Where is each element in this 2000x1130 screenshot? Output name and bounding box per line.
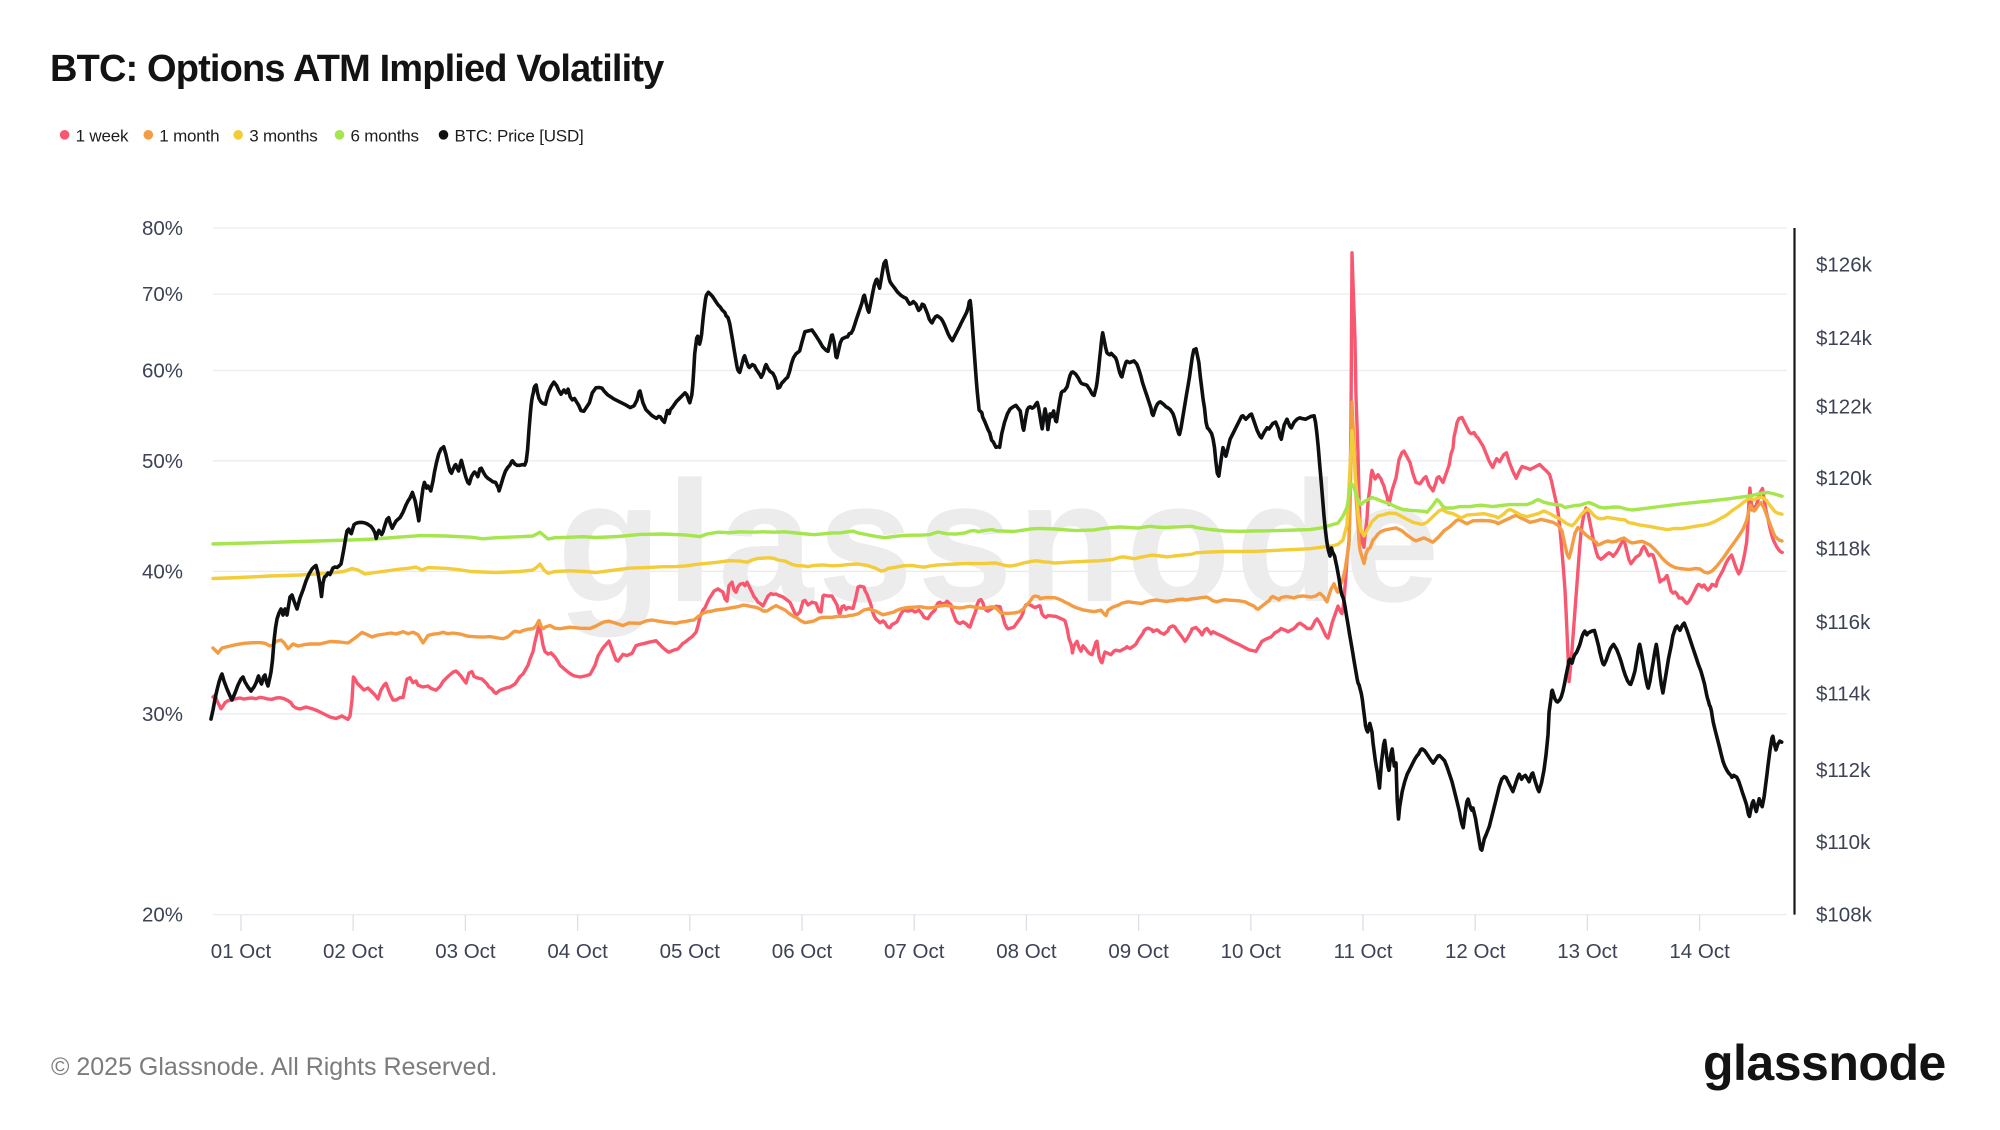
svg-text:50%: 50% xyxy=(142,450,183,473)
svg-text:$124k: $124k xyxy=(1816,327,1873,350)
svg-text:60%: 60% xyxy=(142,360,183,383)
svg-text:$114k: $114k xyxy=(1816,682,1871,705)
svg-text:10 Oct: 10 Oct xyxy=(1221,940,1282,963)
svg-text:30%: 30% xyxy=(142,703,183,726)
svg-text:$110k: $110k xyxy=(1816,831,1871,854)
svg-text:$118k: $118k xyxy=(1816,538,1871,561)
svg-text:13 Oct: 13 Oct xyxy=(1557,940,1618,963)
svg-text:01 Oct: 01 Oct xyxy=(211,940,272,963)
svg-text:1 month: 1 month xyxy=(159,127,219,146)
svg-text:05 Oct: 05 Oct xyxy=(660,940,721,963)
svg-text:© 2025 Glassnode. All Rights R: © 2025 Glassnode. All Rights Reserved. xyxy=(51,1053,497,1081)
svg-text:$112k: $112k xyxy=(1816,759,1871,782)
svg-text:11 Oct: 11 Oct xyxy=(1334,940,1393,963)
svg-text:glassnode: glassnode xyxy=(1703,1035,1946,1091)
svg-text:09 Oct: 09 Oct xyxy=(1108,940,1169,963)
svg-text:03 Oct: 03 Oct xyxy=(435,940,496,963)
svg-text:$120k: $120k xyxy=(1816,467,1873,490)
svg-text:07 Oct: 07 Oct xyxy=(884,940,945,963)
svg-text:6 months: 6 months xyxy=(351,127,419,146)
svg-text:14 Oct: 14 Oct xyxy=(1669,940,1730,963)
svg-text:06 Oct: 06 Oct xyxy=(772,940,833,963)
svg-text:40%: 40% xyxy=(142,560,183,583)
svg-text:$122k: $122k xyxy=(1816,396,1873,419)
svg-text:80%: 80% xyxy=(142,217,183,240)
svg-text:20%: 20% xyxy=(142,904,183,927)
svg-text:02 Oct: 02 Oct xyxy=(323,940,384,963)
svg-text:BTC: Price [USD]: BTC: Price [USD] xyxy=(455,127,584,146)
svg-text:1 week: 1 week xyxy=(76,127,129,146)
svg-text:$126k: $126k xyxy=(1816,254,1873,277)
svg-text:70%: 70% xyxy=(142,283,183,306)
svg-text:BTC: Options ATM Implied Volat: BTC: Options ATM Implied Volatility xyxy=(50,48,664,90)
svg-text:04 Oct: 04 Oct xyxy=(547,940,608,963)
svg-text:08 Oct: 08 Oct xyxy=(996,940,1057,963)
svg-text:3 months: 3 months xyxy=(249,127,317,146)
svg-text:$108k: $108k xyxy=(1816,903,1873,926)
svg-text:$116k: $116k xyxy=(1816,611,1871,634)
svg-text:12 Oct: 12 Oct xyxy=(1445,940,1506,963)
